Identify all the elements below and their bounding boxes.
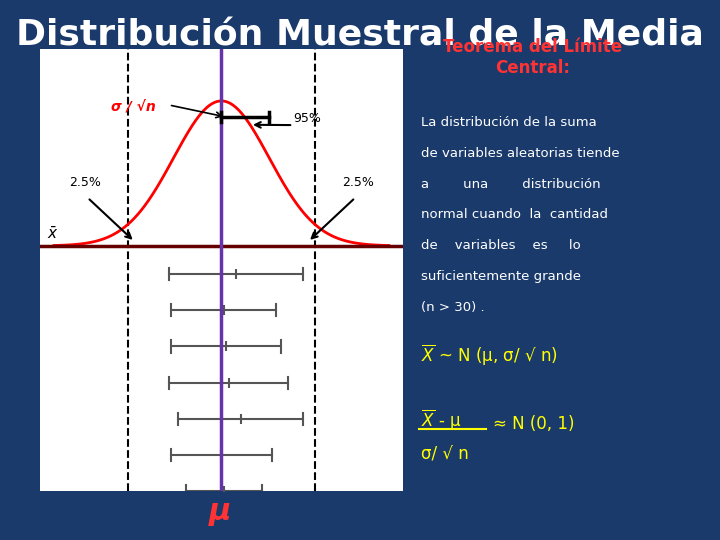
Text: 2.5%: 2.5% [342, 177, 374, 190]
Text: 2.5%: 2.5% [69, 177, 101, 190]
Text: ≈ N (0, 1): ≈ N (0, 1) [493, 415, 575, 433]
Text: Teorema del Límite
Central:: Teorema del Límite Central: [444, 38, 622, 77]
Text: (n > 30) .: (n > 30) . [421, 301, 485, 314]
Text: de variables aleatorias tiende: de variables aleatorias tiende [421, 147, 620, 160]
Text: a        una        distribución: a una distribución [421, 178, 600, 191]
Text: $\overline{X}$ - μ: $\overline{X}$ - μ [421, 408, 462, 433]
Text: La distribución de la suma: La distribución de la suma [421, 116, 597, 129]
Text: μ: μ [208, 497, 231, 526]
Text: Distribución Muestral de la Media: Distribución Muestral de la Media [16, 19, 704, 53]
Text: suficientemente grande: suficientemente grande [421, 270, 581, 283]
Text: 95%: 95% [293, 112, 321, 125]
Text: $\bar{x}$: $\bar{x}$ [47, 226, 58, 242]
Text: σ / √n: σ / √n [112, 99, 156, 113]
Text: $\overline{X}$ ~ N (μ, σ/ √ n): $\overline{X}$ ~ N (μ, σ/ √ n) [421, 343, 558, 368]
Text: de    variables    es     lo: de variables es lo [421, 239, 581, 252]
Text: normal cuando  la  cantidad: normal cuando la cantidad [421, 208, 608, 221]
Text: σ/ √ n: σ/ √ n [421, 446, 469, 463]
